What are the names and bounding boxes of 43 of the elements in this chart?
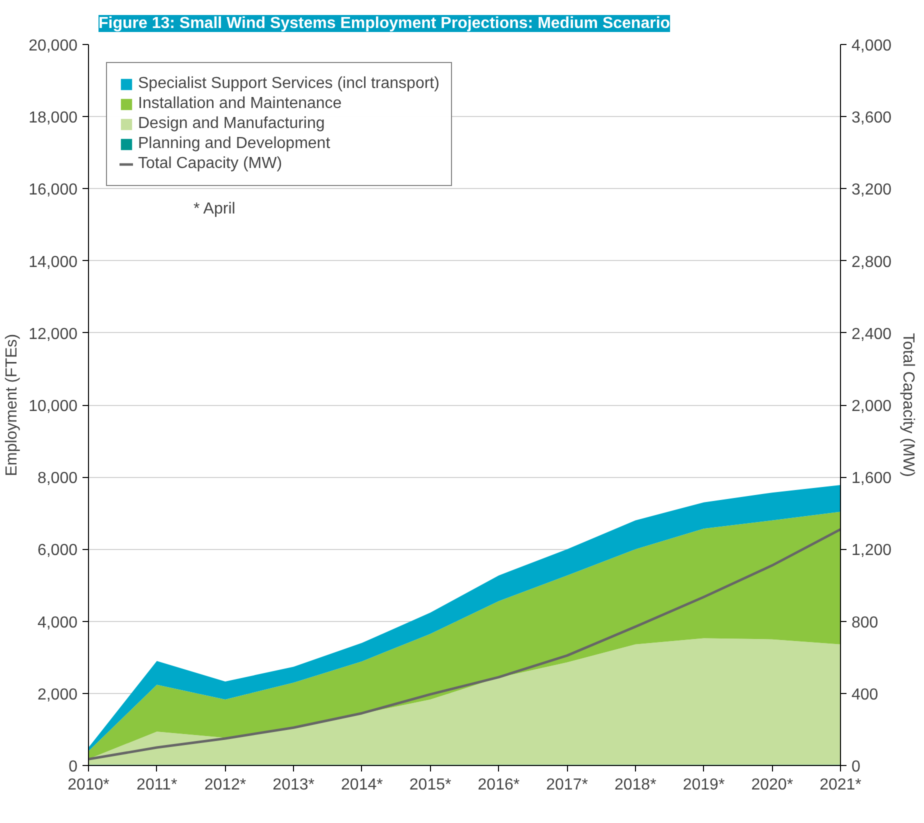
y-tick-label: 16,000	[28, 182, 78, 199]
x-tick-label: 2017*	[546, 776, 588, 794]
y-tick-label: 0	[68, 758, 78, 776]
x-tick-label: 2015*	[409, 776, 452, 794]
annotation: * April	[194, 200, 236, 218]
y2-tick-label: 2,800	[852, 254, 892, 271]
y2-tick-label: 800	[852, 614, 878, 632]
y-tick-label: 4,000	[37, 614, 78, 632]
x-tick-label: 2011*	[136, 776, 178, 794]
y2-tick-label: 2,000	[852, 398, 892, 415]
x-tick-label: 2014*	[341, 776, 383, 794]
x-tick-label: 2013*	[272, 776, 315, 794]
legend-label: Installation and Maintenance	[138, 95, 342, 113]
x-tick-label: 2021*	[820, 776, 862, 794]
x-tick-label: 2020*	[751, 776, 794, 794]
y2-tick-label: 1,600	[852, 470, 892, 488]
y-tick-label: 8,000	[37, 470, 78, 488]
y2-tick-label: 2,400	[852, 326, 892, 343]
y2-tick-label: 3,200	[852, 182, 892, 199]
y-tick-label: 2,000	[37, 686, 78, 704]
y-tick-label: 6,000	[37, 542, 78, 560]
y-tick-label: 10,000	[28, 398, 78, 415]
x-tick-label: 2019*	[682, 776, 725, 794]
y-axis-title: Employment (FTEs)	[4, 334, 21, 476]
legend-label: Planning and Development	[138, 135, 330, 153]
x-tick-label: 2018*	[614, 776, 656, 794]
x-tick-label: 2012*	[204, 776, 246, 794]
y-tick-label: 12,000	[28, 326, 78, 343]
y-tick-label: 18,000	[28, 110, 78, 127]
legend-label: Design and Manufacturing	[138, 115, 325, 133]
chart-title: Figure 13: Small Wind Systems Employment Projections: Medium Scenario	[98, 15, 670, 32]
x-tick-label: 2010*	[68, 776, 110, 794]
y2-tick-label: 0	[852, 758, 860, 776]
y-tick-label: 20,000	[28, 38, 78, 54]
legend-label: Specialist Support Services (incl transport)	[138, 75, 440, 93]
y2-axis-title: Total Capacity (MW)	[900, 332, 917, 478]
y2-tick-label: 400	[852, 686, 878, 704]
legend-label: Total Capacity (MW)	[138, 155, 282, 173]
x-tick-label: 2016*	[478, 776, 520, 794]
y2-tick-label: 3,600	[852, 110, 892, 127]
y2-tick-label: 4,000	[852, 38, 892, 54]
y-tick-label: 14,000	[28, 254, 78, 271]
y2-tick-label: 1,200	[852, 542, 892, 560]
